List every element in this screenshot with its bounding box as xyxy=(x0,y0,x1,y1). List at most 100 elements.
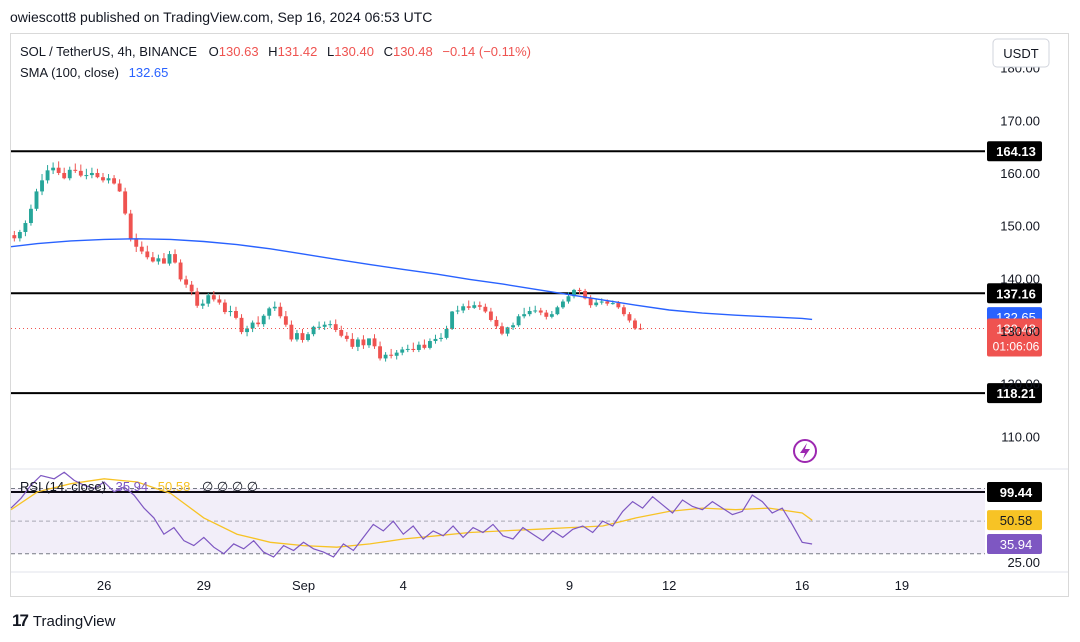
candle-body[interactable] xyxy=(134,238,139,247)
candle-body[interactable] xyxy=(477,305,482,307)
rsi-legend[interactable]: RSI (14, close) 35.94 50.58 ∅ ∅ ∅ ∅ xyxy=(20,479,258,494)
currency-button[interactable]: USDT xyxy=(1003,46,1038,61)
candle-body[interactable] xyxy=(444,328,449,338)
candle-body[interactable] xyxy=(178,262,183,280)
candle-body[interactable] xyxy=(56,167,61,173)
candle-body[interactable] xyxy=(112,178,117,184)
candle-body[interactable] xyxy=(173,254,177,263)
legend-symbol[interactable]: SOL / TetherUS, 4h, BINANCE xyxy=(20,44,197,59)
candle-body[interactable] xyxy=(189,284,194,292)
candle-body[interactable] xyxy=(222,302,227,313)
candle-body[interactable] xyxy=(95,172,100,178)
candle-body[interactable] xyxy=(533,310,538,312)
candle-body[interactable] xyxy=(411,348,416,350)
candle-body[interactable] xyxy=(472,305,477,308)
candle-body[interactable] xyxy=(228,311,233,313)
candle-body[interactable] xyxy=(239,317,244,333)
candle-body[interactable] xyxy=(405,348,410,350)
candle-body[interactable] xyxy=(283,316,288,325)
candle-body[interactable] xyxy=(333,324,338,330)
candle-body[interactable] xyxy=(67,169,72,179)
candle-body[interactable] xyxy=(605,301,610,304)
candle-body[interactable] xyxy=(588,298,593,306)
candle-body[interactable] xyxy=(261,315,266,325)
candle-body[interactable] xyxy=(29,208,33,224)
candle-body[interactable] xyxy=(555,307,560,315)
candle-body[interactable] xyxy=(289,324,294,340)
candle-body[interactable] xyxy=(621,307,626,315)
candle-body[interactable] xyxy=(427,341,432,348)
candle-body[interactable] xyxy=(560,301,565,308)
candle-body[interactable] xyxy=(34,191,39,209)
candle-body[interactable] xyxy=(84,175,89,177)
candle-body[interactable] xyxy=(101,177,105,181)
candle-body[interactable] xyxy=(256,322,261,325)
currency-button-frame[interactable] xyxy=(992,38,1050,68)
candle-body[interactable] xyxy=(527,311,532,315)
candle-body[interactable] xyxy=(106,178,111,181)
candle-body[interactable] xyxy=(150,257,155,262)
candle-body[interactable] xyxy=(638,328,643,330)
candle-body[interactable] xyxy=(483,306,488,312)
candle-body[interactable] xyxy=(488,311,493,320)
candle-body[interactable] xyxy=(328,324,333,326)
candle-body[interactable] xyxy=(234,311,238,318)
candle-body[interactable] xyxy=(123,191,128,214)
candle-body[interactable] xyxy=(599,301,604,303)
sma-line[interactable] xyxy=(10,238,813,321)
candle-body[interactable] xyxy=(516,316,521,326)
candle-body[interactable] xyxy=(339,329,344,336)
candle-body[interactable] xyxy=(211,295,216,300)
candle-body[interactable] xyxy=(549,314,554,317)
candle-body[interactable] xyxy=(505,327,510,334)
candle-body[interactable] xyxy=(145,251,150,258)
candle-body[interactable] xyxy=(433,338,438,342)
candle-body[interactable] xyxy=(12,235,17,239)
candle-body[interactable] xyxy=(494,319,499,327)
candle-body[interactable] xyxy=(117,183,122,192)
candle-body[interactable] xyxy=(267,308,272,316)
candle-body[interactable] xyxy=(522,314,527,317)
candle-body[interactable] xyxy=(184,279,189,285)
candle-body[interactable] xyxy=(511,325,515,328)
candle-body[interactable] xyxy=(200,303,205,306)
candle-body[interactable] xyxy=(217,299,222,303)
candle-body[interactable] xyxy=(500,326,504,334)
candle-body[interactable] xyxy=(272,306,277,309)
candle-body[interactable] xyxy=(250,322,255,329)
candle-body[interactable] xyxy=(17,231,22,239)
candle-body[interactable] xyxy=(139,246,144,252)
candle-body[interactable] xyxy=(633,320,637,329)
candle-body[interactable] xyxy=(162,258,166,264)
candle-body[interactable] xyxy=(78,170,83,176)
candle-body[interactable] xyxy=(128,213,133,239)
candle-body[interactable] xyxy=(461,306,466,311)
candle-body[interactable] xyxy=(317,326,322,328)
candle-body[interactable] xyxy=(439,337,443,339)
candle-body[interactable] xyxy=(627,314,632,321)
candle-body[interactable] xyxy=(350,338,355,347)
candle-body[interactable] xyxy=(383,354,388,359)
candle-body[interactable] xyxy=(361,339,366,346)
candle-body[interactable] xyxy=(466,306,471,308)
candle-body[interactable] xyxy=(594,302,599,306)
sma-legend[interactable]: SMA (100, close) 132.65 xyxy=(20,65,168,80)
candle-body[interactable] xyxy=(372,338,377,347)
candle-body[interactable] xyxy=(89,172,94,176)
candle-body[interactable] xyxy=(300,333,305,340)
candle-body[interactable] xyxy=(566,296,571,302)
candle-body[interactable] xyxy=(455,310,460,312)
candle-body[interactable] xyxy=(156,258,161,262)
candle-body[interactable] xyxy=(51,167,56,171)
candle-body[interactable] xyxy=(306,334,310,340)
candle-body[interactable] xyxy=(322,324,327,327)
candle-body[interactable] xyxy=(23,223,28,232)
candle-body[interactable] xyxy=(62,172,67,179)
candle-body[interactable] xyxy=(422,344,427,348)
candle-body[interactable] xyxy=(355,339,360,347)
candle-body[interactable] xyxy=(311,326,316,335)
candle-body[interactable] xyxy=(195,291,200,306)
candle-body[interactable] xyxy=(45,170,50,181)
candle-body[interactable] xyxy=(616,303,621,308)
